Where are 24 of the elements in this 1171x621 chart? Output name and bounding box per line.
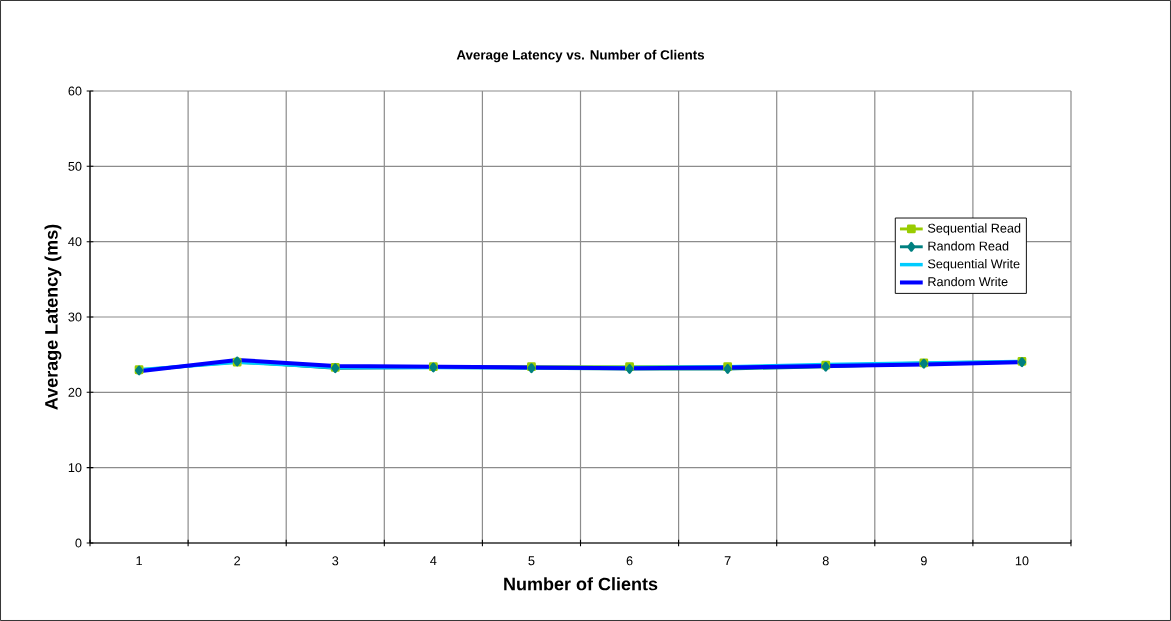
legend-label: Sequential Read — [927, 223, 1021, 236]
chart-title: Average Latency vs. Number of Clients — [456, 49, 705, 63]
x-tick-label: 6 — [626, 556, 633, 566]
legend-label: Sequential Write — [927, 259, 1020, 271]
x-tick-label: 4 — [430, 556, 437, 566]
x-tick-label: 9 — [920, 556, 927, 566]
x-tick-label: 1 — [136, 556, 142, 566]
y-tick-label: 30 — [68, 312, 82, 322]
y-tick-label: 40 — [68, 237, 82, 247]
x-tick-label: 10 — [1015, 556, 1029, 566]
y-tick-label: 20 — [68, 387, 82, 397]
x-tick-label: 8 — [822, 556, 829, 566]
x-axis-title: Number of Clients — [504, 577, 658, 591]
legend-label: Random Write — [928, 276, 1008, 287]
legend-label: Random Read — [928, 241, 1009, 251]
y-tick-label: 0 — [75, 538, 82, 548]
x-tick-label: 5 — [528, 556, 535, 566]
x-tick-label: 2 — [234, 556, 241, 566]
y-axis-title: Average Latency (ms) — [44, 224, 62, 410]
y-tick-label: 60 — [68, 86, 82, 96]
y-tick-label: 10 — [68, 463, 82, 473]
y-tick-label: 50 — [68, 161, 82, 171]
x-tick-label: 3 — [332, 556, 339, 566]
x-tick-label: 7 — [724, 556, 731, 566]
